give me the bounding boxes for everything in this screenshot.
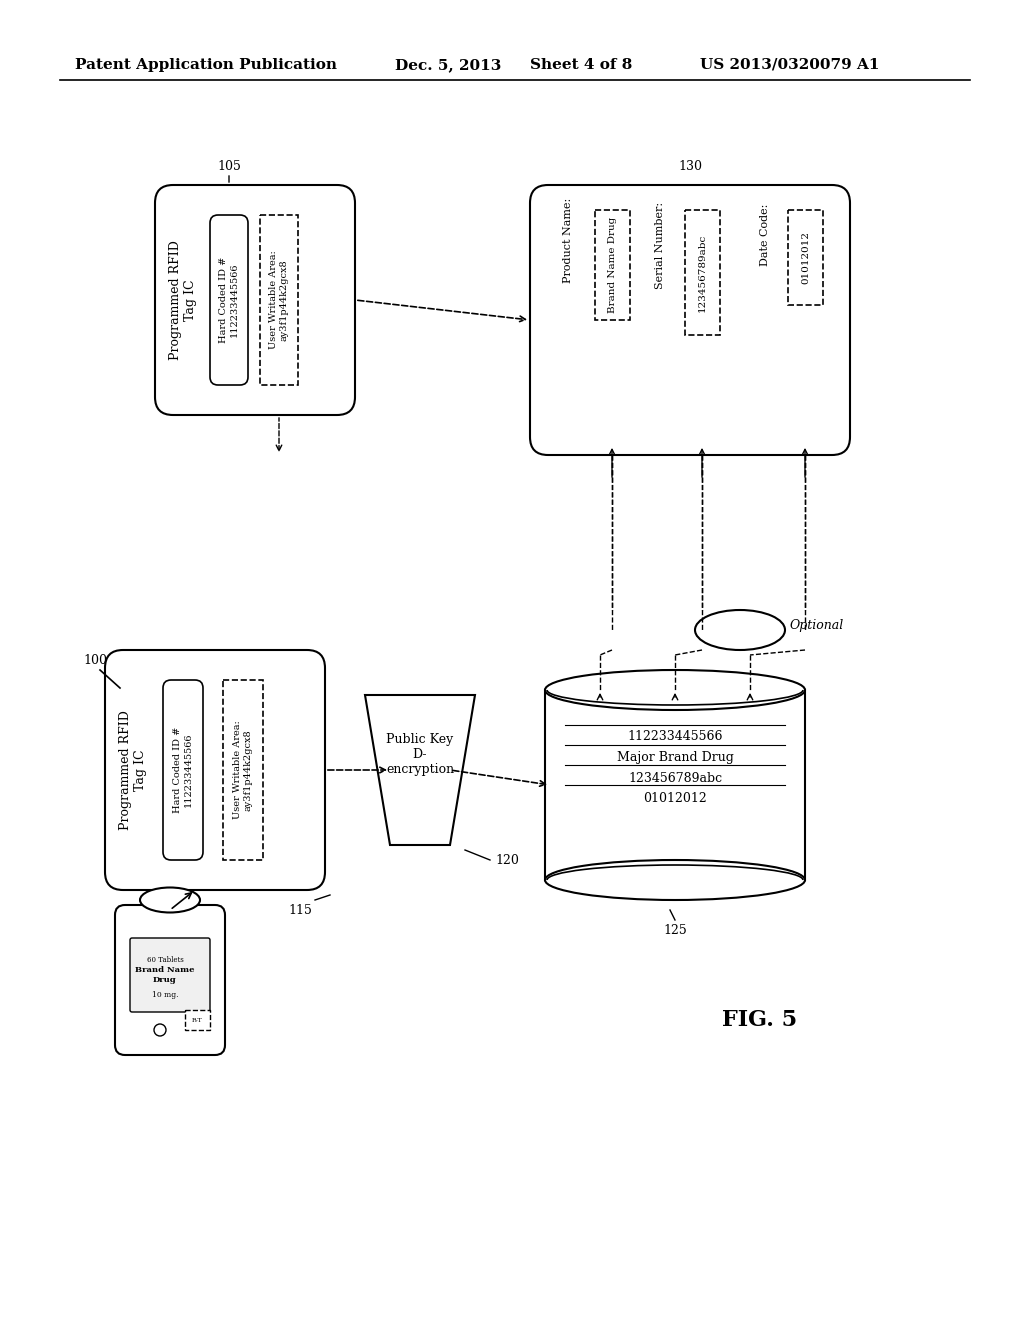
Text: Programmed RFID
Tag IC: Programmed RFID Tag IC — [169, 240, 197, 360]
Text: Brand Name Drug: Brand Name Drug — [608, 216, 617, 313]
Text: R-T: R-T — [191, 1018, 203, 1023]
Text: FIG. 5: FIG. 5 — [723, 1008, 798, 1031]
Bar — [595, 210, 630, 319]
Text: 123456789abc: 123456789abc — [628, 771, 722, 784]
Text: Dec. 5, 2013: Dec. 5, 2013 — [395, 58, 502, 73]
Bar — [185, 1010, 210, 1030]
Text: Serial Number:: Serial Number: — [655, 202, 665, 289]
Bar — [685, 210, 720, 335]
Text: 10 mg.: 10 mg. — [152, 991, 178, 999]
Text: Programmed RFID
Tag IC: Programmed RFID Tag IC — [119, 710, 147, 830]
Text: Major Brand Drug: Major Brand Drug — [616, 751, 733, 764]
Text: US 2013/0320079 A1: US 2013/0320079 A1 — [700, 58, 880, 73]
Bar — [260, 215, 298, 385]
Text: Brand Name
Drug: Brand Name Drug — [135, 966, 195, 983]
Text: 105: 105 — [217, 161, 241, 173]
Text: 130: 130 — [678, 161, 702, 173]
Bar — [545, 690, 805, 880]
Circle shape — [154, 1024, 166, 1036]
FancyBboxPatch shape — [115, 906, 225, 1055]
Text: Optional: Optional — [790, 619, 844, 631]
Text: Public Key
D-
encryption: Public Key D- encryption — [386, 734, 454, 776]
Ellipse shape — [140, 887, 200, 912]
Bar — [788, 210, 823, 305]
Text: 115: 115 — [288, 903, 312, 916]
Text: User Writable Area:
ay3f1p44k2gcx8: User Writable Area: ay3f1p44k2gcx8 — [269, 251, 289, 350]
Text: 100: 100 — [83, 653, 106, 667]
Text: Hard Coded ID #
112233445566: Hard Coded ID # 112233445566 — [219, 257, 239, 343]
Text: Patent Application Publication: Patent Application Publication — [75, 58, 337, 73]
Text: 01012012: 01012012 — [801, 231, 810, 284]
Text: 125: 125 — [664, 924, 687, 936]
Text: User Writable Area:
ay3f1p44k2gcx8: User Writable Area: ay3f1p44k2gcx8 — [233, 721, 253, 820]
Text: Date Code:: Date Code: — [760, 203, 770, 267]
Text: 112233445566: 112233445566 — [628, 730, 723, 743]
Polygon shape — [365, 696, 475, 845]
Text: 01012012: 01012012 — [643, 792, 707, 804]
Text: 123456789abc: 123456789abc — [698, 234, 707, 312]
Text: 120: 120 — [495, 854, 519, 866]
Ellipse shape — [545, 861, 805, 900]
Text: Sheet 4 of 8: Sheet 4 of 8 — [530, 58, 633, 73]
Text: Product Name:: Product Name: — [563, 198, 573, 282]
Bar — [223, 680, 263, 861]
Ellipse shape — [545, 671, 805, 710]
FancyBboxPatch shape — [130, 939, 210, 1012]
Ellipse shape — [695, 610, 785, 649]
Text: 60 Tablets: 60 Tablets — [146, 956, 183, 964]
Text: Hard Coded ID #
112233445566: Hard Coded ID # 112233445566 — [173, 727, 193, 813]
